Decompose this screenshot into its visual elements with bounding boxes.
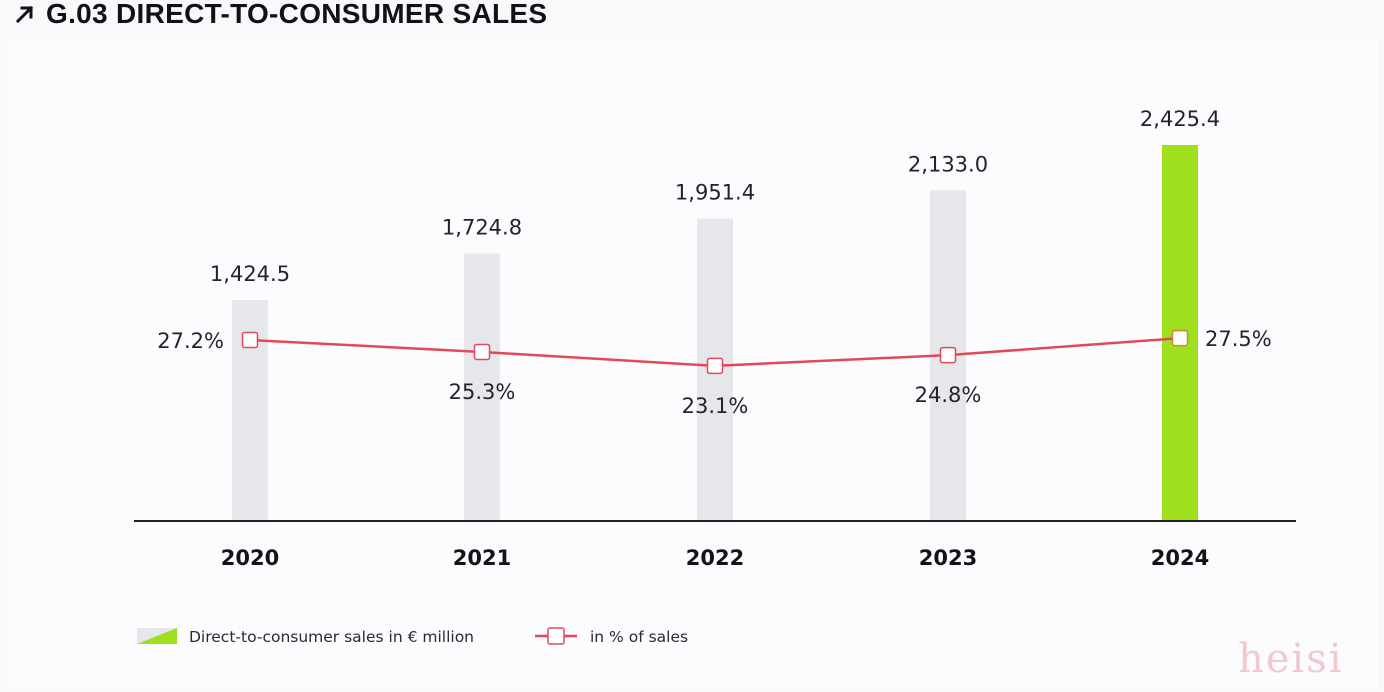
line-marker-2023	[939, 346, 957, 364]
line-series-group	[241, 329, 1189, 375]
bar-value-label-2020: 1,424.5	[210, 262, 290, 286]
line-value-label-2022: 23.1%	[682, 394, 749, 418]
line-value-label-2021: 25.3%	[449, 380, 516, 404]
line-marker-2022	[706, 357, 724, 375]
legend-label-bars: Direct-to-consumer sales in € million	[189, 628, 474, 646]
legend-label-line: in % of sales	[590, 628, 688, 646]
chart-title-text: G.03 DIRECT-TO-CONSUMER SALES	[46, 0, 548, 29]
arrow-up-right-icon	[15, 5, 34, 24]
bar-swatch-highlight	[137, 628, 177, 644]
bar-value-label-2023: 2,133.0	[908, 152, 988, 176]
line-marker-2021	[473, 343, 491, 361]
x-tick-label-2020: 2020	[221, 546, 279, 570]
line-marker-2024	[1171, 329, 1189, 347]
labels-group: 1,424.5 2020 1,724.8 2021 1,951.4 2022 2,133.0…	[157, 107, 1271, 570]
line-value-label-2023: 24.8%	[915, 383, 982, 407]
x-tick-label-2021: 2021	[453, 546, 511, 570]
bar-value-label-2024: 2,425.4	[1140, 107, 1220, 131]
bar-value-label-2022: 1,951.4	[675, 180, 755, 204]
bar-value-label-2021: 1,724.8	[442, 216, 522, 240]
bar-2021	[464, 253, 500, 521]
line-value-label-2024: 27.5%	[1205, 327, 1272, 351]
line-marker-icon	[547, 627, 565, 645]
line-marker-2020	[241, 331, 259, 349]
x-tick-label-2022: 2022	[686, 546, 744, 570]
line-value-label-2020: 27.2%	[157, 329, 224, 353]
x-tick-label-2024: 2024	[1151, 546, 1209, 570]
chart-title: G.03 DIRECT-TO-CONSUMER SALES	[14, 0, 547, 30]
x-tick-label-2023: 2023	[919, 546, 977, 570]
legend: Direct-to-consumer sales in € million in …	[137, 627, 688, 646]
watermark: heisi	[1238, 636, 1344, 682]
